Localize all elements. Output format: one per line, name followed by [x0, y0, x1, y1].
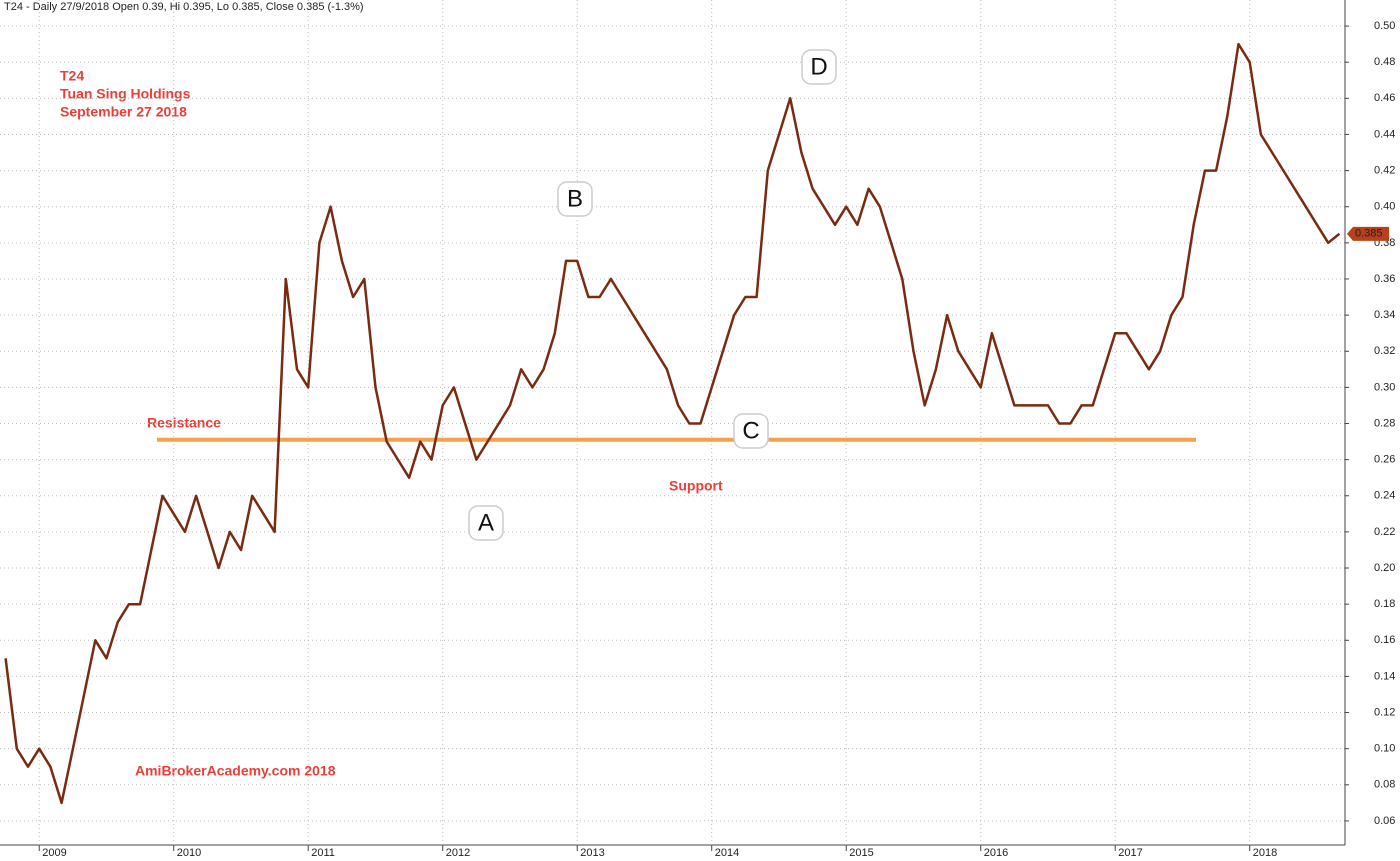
- y-tick-label: 0.20: [1374, 562, 1395, 574]
- y-tick-label: 0.16: [1374, 634, 1395, 646]
- x-tick-label: 2018: [1253, 847, 1277, 859]
- y-tick-label: 0.28: [1374, 417, 1395, 429]
- annotation: Resistance: [147, 415, 221, 431]
- callout-label: A: [478, 509, 494, 536]
- y-tick-label: 0.10: [1374, 743, 1395, 755]
- callout-box: [468, 505, 504, 541]
- y-tick-label: 0.12: [1374, 706, 1395, 718]
- callout-label: B: [567, 185, 583, 212]
- price-line: [4, 42, 1341, 805]
- callout-box: [801, 49, 837, 85]
- y-tick-label: 0.08: [1374, 779, 1395, 791]
- x-tick-label: 2010: [177, 847, 201, 859]
- x-tick-label: 2012: [446, 847, 470, 859]
- y-tick-label: 0.14: [1374, 670, 1395, 682]
- y-tick-label: 0.50: [1374, 20, 1395, 32]
- annotation: Tuan Sing Holdings: [60, 86, 191, 102]
- callout-box: [557, 181, 593, 217]
- last-value-label: 0.385: [1355, 228, 1383, 240]
- x-tick-label: 2009: [42, 847, 66, 859]
- y-tick-label: 0.34: [1374, 309, 1395, 321]
- annotation: AmiBrokerAcademy.com 2018: [135, 763, 336, 779]
- callout-label: C: [742, 417, 759, 444]
- x-tick-label: 2016: [984, 847, 1008, 859]
- y-tick-label: 0.06: [1374, 815, 1395, 827]
- x-tick-label: 2014: [715, 847, 739, 859]
- annotation: September 27 2018: [60, 104, 187, 120]
- y-tick-label: 0.18: [1374, 598, 1395, 610]
- x-tick-label: 2013: [580, 847, 604, 859]
- annotation: T24: [60, 68, 84, 84]
- callout-box: [733, 413, 769, 449]
- x-tick-label: 2015: [849, 847, 873, 859]
- x-tick-label: 2017: [1118, 847, 1142, 859]
- annotations: T24 Tuan Sing Holdings September 27 2018…: [60, 68, 723, 779]
- y-tick-label: 0.26: [1374, 454, 1395, 466]
- chart-title: T24 - Daily 27/9/2018 Open 0.39, Hi 0.39…: [4, 1, 364, 13]
- y-tick-label: 0.30: [1374, 381, 1395, 393]
- callout-label: D: [810, 53, 827, 80]
- y-tick-label: 0.32: [1374, 345, 1395, 357]
- y-tick-label: 0.22: [1374, 526, 1395, 538]
- y-tick-label: 0.44: [1374, 128, 1395, 140]
- y-tick-label: 0.42: [1374, 164, 1395, 176]
- annotation: Support: [669, 478, 723, 494]
- last-value-box: [1347, 226, 1389, 241]
- y-tick-label: 0.48: [1374, 56, 1395, 68]
- y-tick-label: 0.36: [1374, 273, 1395, 285]
- y-tick-label: 0.24: [1374, 490, 1395, 502]
- x-tick-label: 2011: [311, 847, 335, 859]
- y-tick-label: 0.46: [1374, 92, 1395, 104]
- y-tick-label: 0.40: [1374, 201, 1395, 213]
